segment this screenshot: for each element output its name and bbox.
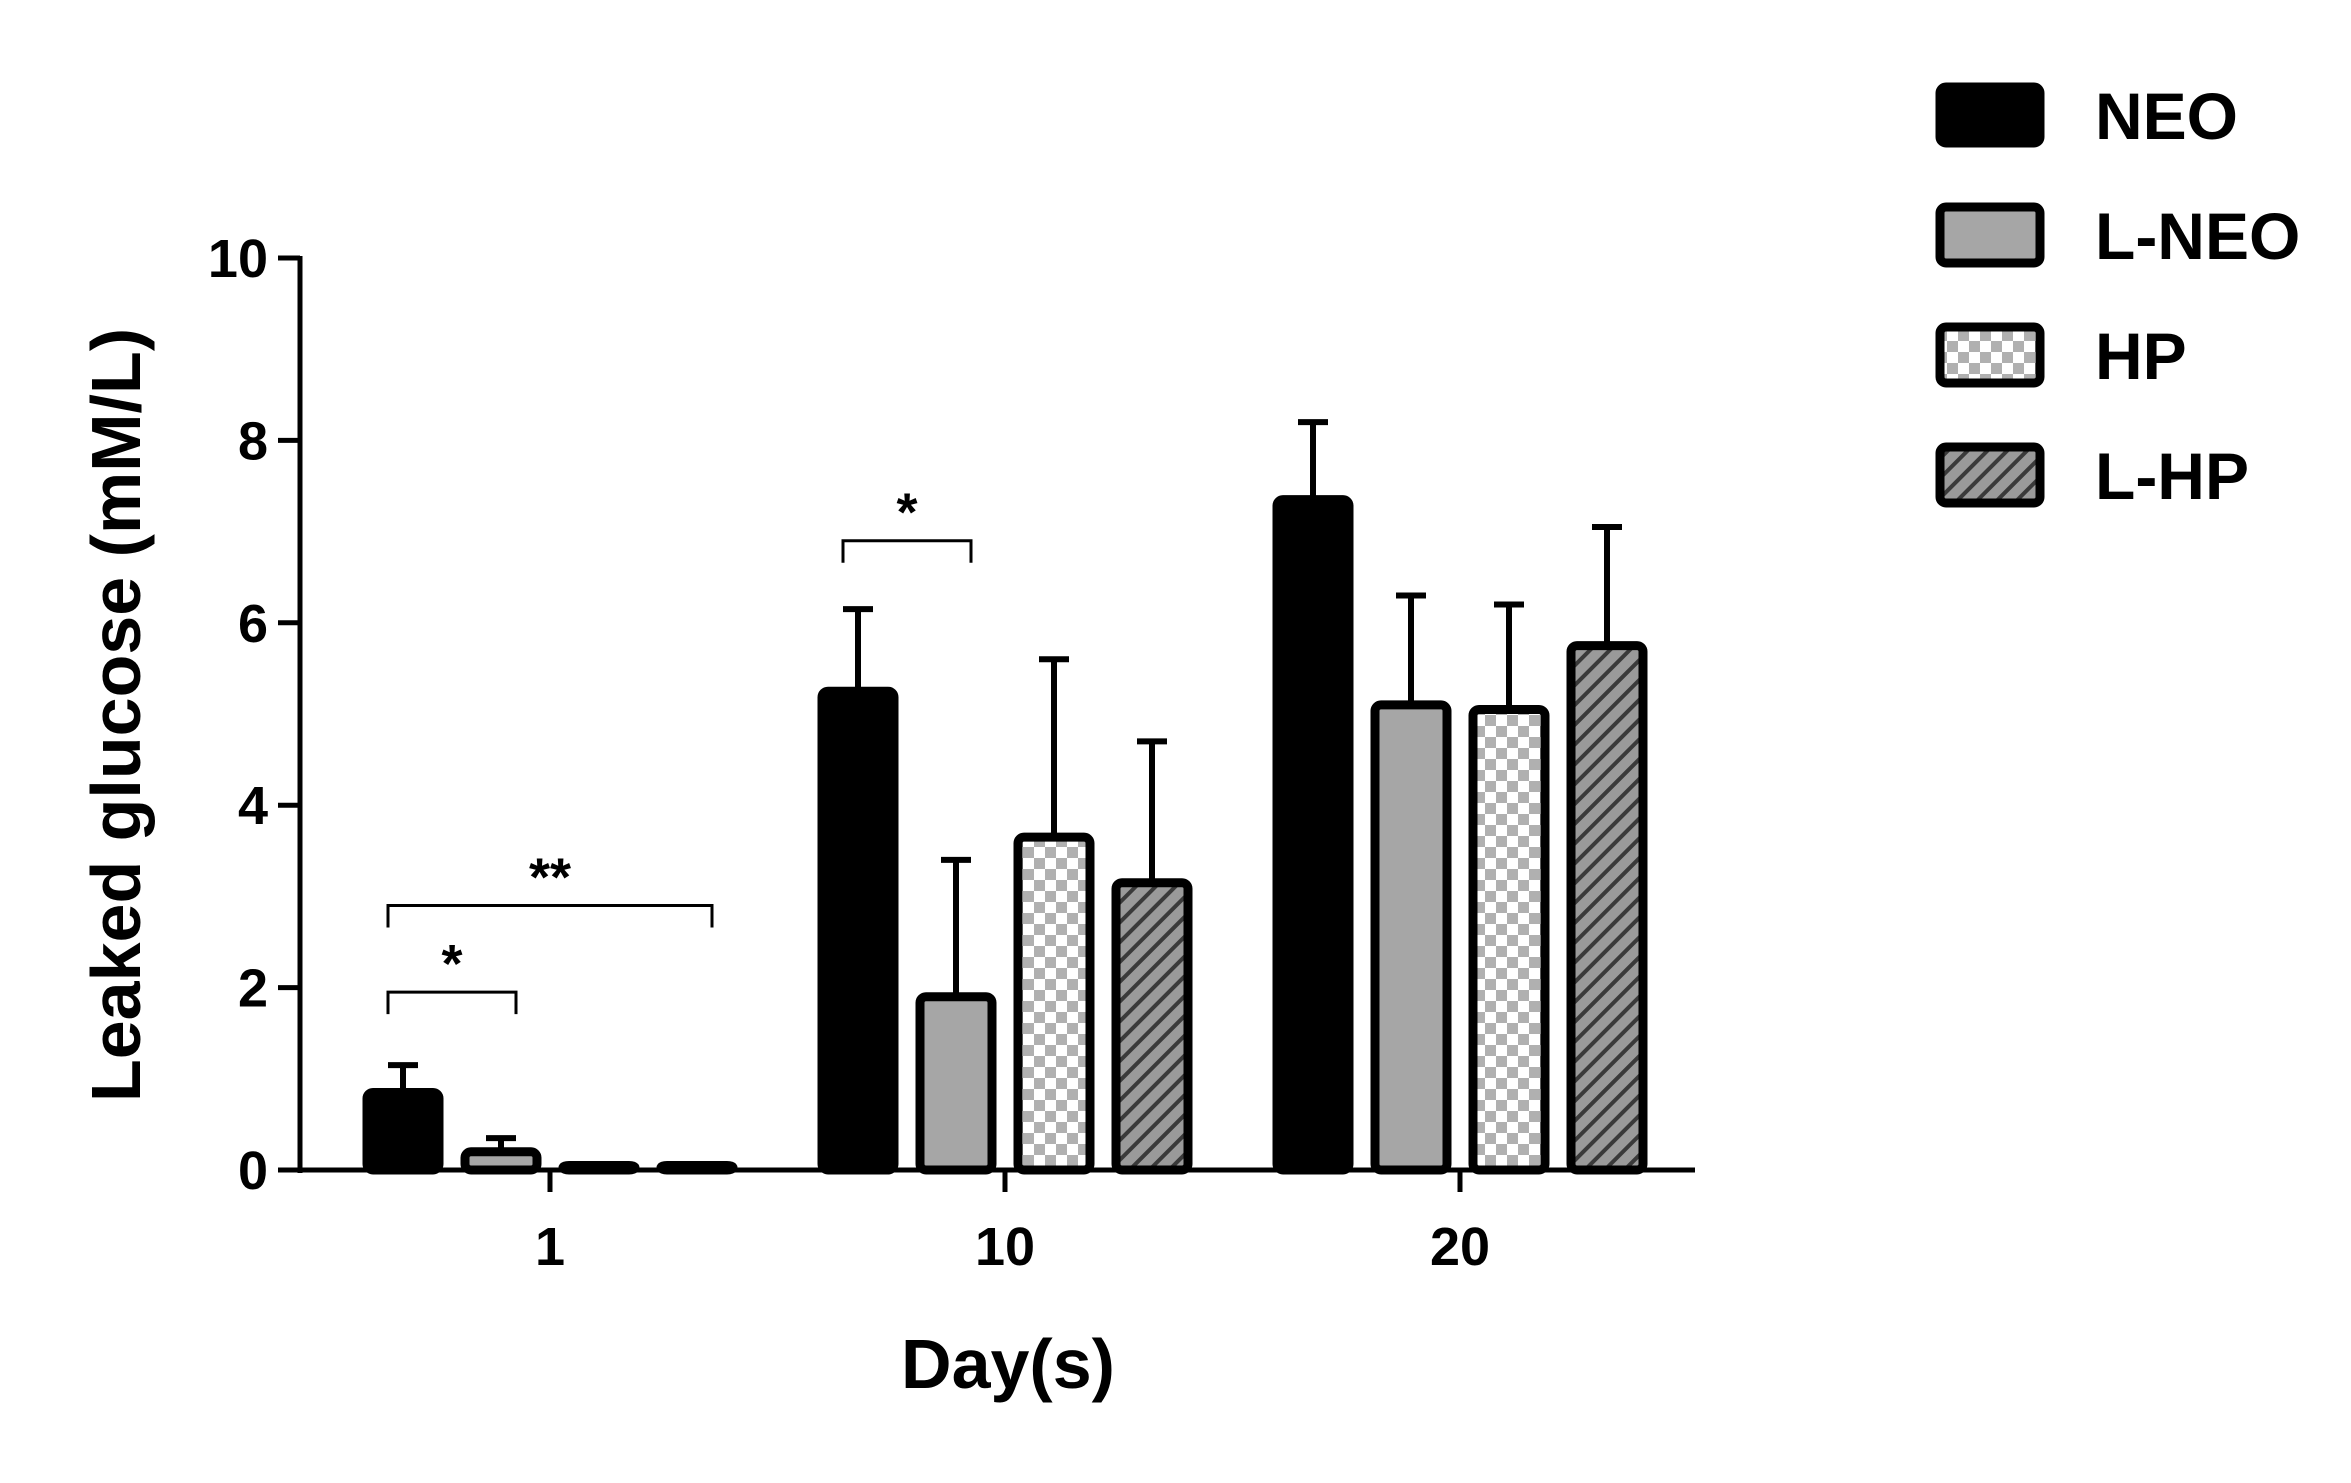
bar bbox=[1111, 878, 1193, 1175]
significance-bracket bbox=[386, 904, 714, 928]
bar bbox=[460, 1147, 542, 1175]
x-tick-label: 1 bbox=[535, 1217, 565, 1277]
y-tick-label: 4 bbox=[238, 776, 268, 836]
x-tick-label: 10 bbox=[975, 1217, 1035, 1277]
bar bbox=[1468, 704, 1550, 1175]
y-tick-label: 6 bbox=[238, 594, 268, 654]
bar bbox=[1272, 495, 1354, 1175]
legend-swatch bbox=[1935, 82, 2045, 148]
legend-label: L-NEO bbox=[2095, 199, 2300, 273]
bar bbox=[1566, 641, 1648, 1175]
x-tick-label: 20 bbox=[1430, 1217, 1490, 1277]
y-axis-title: Leaked glucose (mM/L) bbox=[77, 328, 155, 1102]
bar bbox=[1370, 700, 1452, 1175]
y-tick-label: 10 bbox=[208, 229, 268, 289]
bar bbox=[362, 1087, 444, 1175]
bar bbox=[915, 992, 997, 1175]
y-tick-label: 8 bbox=[238, 411, 268, 471]
legend-swatch bbox=[1935, 322, 2045, 388]
plot-area: 0 2 4 6 8 10 1 10 20 Day(s) Leaked glucose (mM/L) *… bbox=[77, 229, 1695, 1403]
significance-label: * bbox=[896, 483, 917, 543]
bar bbox=[1013, 832, 1095, 1175]
legend: NEO L-NEO HP L-HP bbox=[1935, 79, 2300, 513]
y-tick-label: 2 bbox=[238, 959, 268, 1019]
significance-label: ** bbox=[529, 848, 571, 908]
x-axis-title: Day(s) bbox=[901, 1325, 1115, 1403]
legend-label: HP bbox=[2095, 319, 2187, 393]
legend-swatch bbox=[1935, 442, 2045, 508]
legend-label: NEO bbox=[2095, 79, 2238, 153]
significance-bracket bbox=[841, 539, 973, 563]
bar bbox=[817, 686, 899, 1175]
legend-swatch bbox=[1935, 202, 2045, 268]
significance-label: * bbox=[441, 934, 462, 994]
y-tick-label: 0 bbox=[238, 1141, 268, 1201]
legend-label: L-HP bbox=[2095, 439, 2249, 513]
significance-bracket bbox=[386, 990, 518, 1015]
